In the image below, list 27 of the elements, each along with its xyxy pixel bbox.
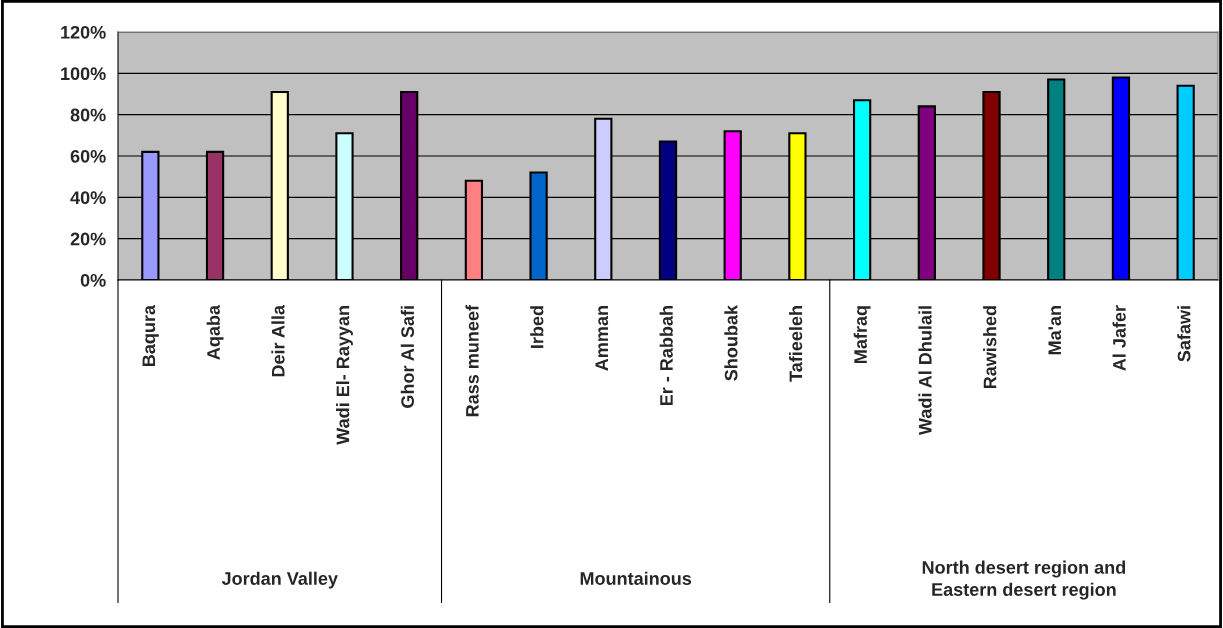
y-tick-label: 120% <box>61 25 106 39</box>
x-tick-label: Tafieeleh <box>789 306 803 382</box>
text: Jordan Valley <box>221 571 338 589</box>
y-tick-label: 20% <box>70 232 106 246</box>
x-tick-label: Mafraq <box>853 306 871 363</box>
x-tick-label: Wadi Al Dhulail <box>918 306 932 436</box>
text: North desert region and Eastern desert region <box>922 560 1126 600</box>
text: Mountainous <box>580 571 692 585</box>
y-tick-label: 60% <box>70 149 106 163</box>
y-tick-label: 0% <box>80 273 106 287</box>
x-tick-label: Baqura <box>142 304 159 366</box>
x-tick-label: Aqaba <box>206 304 224 360</box>
y-tick-label: 40% <box>70 191 106 205</box>
x-tick-label: Rass muneef <box>465 304 479 417</box>
x-tick-label: Al Jafer <box>1112 305 1126 371</box>
x-tick-label: Shoubak <box>724 304 738 381</box>
y-tick-label: 100% <box>61 67 106 81</box>
x-tick-label: Ma'an <box>1048 306 1062 355</box>
x-tick-label: Rawished <box>983 306 997 389</box>
x-tick-label: Wadi El- Rayyan <box>336 306 353 445</box>
x-tick-label: Safawi <box>1177 306 1191 362</box>
y-tick-label: 80% <box>70 108 106 122</box>
x-tick-label: Irbed <box>530 306 544 348</box>
x-tick-label: Er - Rabbah <box>659 306 673 406</box>
x-tick-label: Deir Alla <box>271 304 285 377</box>
x-tick-label: Ghor Al Safi <box>400 306 415 408</box>
x-tick-label: Amman <box>595 306 609 371</box>
